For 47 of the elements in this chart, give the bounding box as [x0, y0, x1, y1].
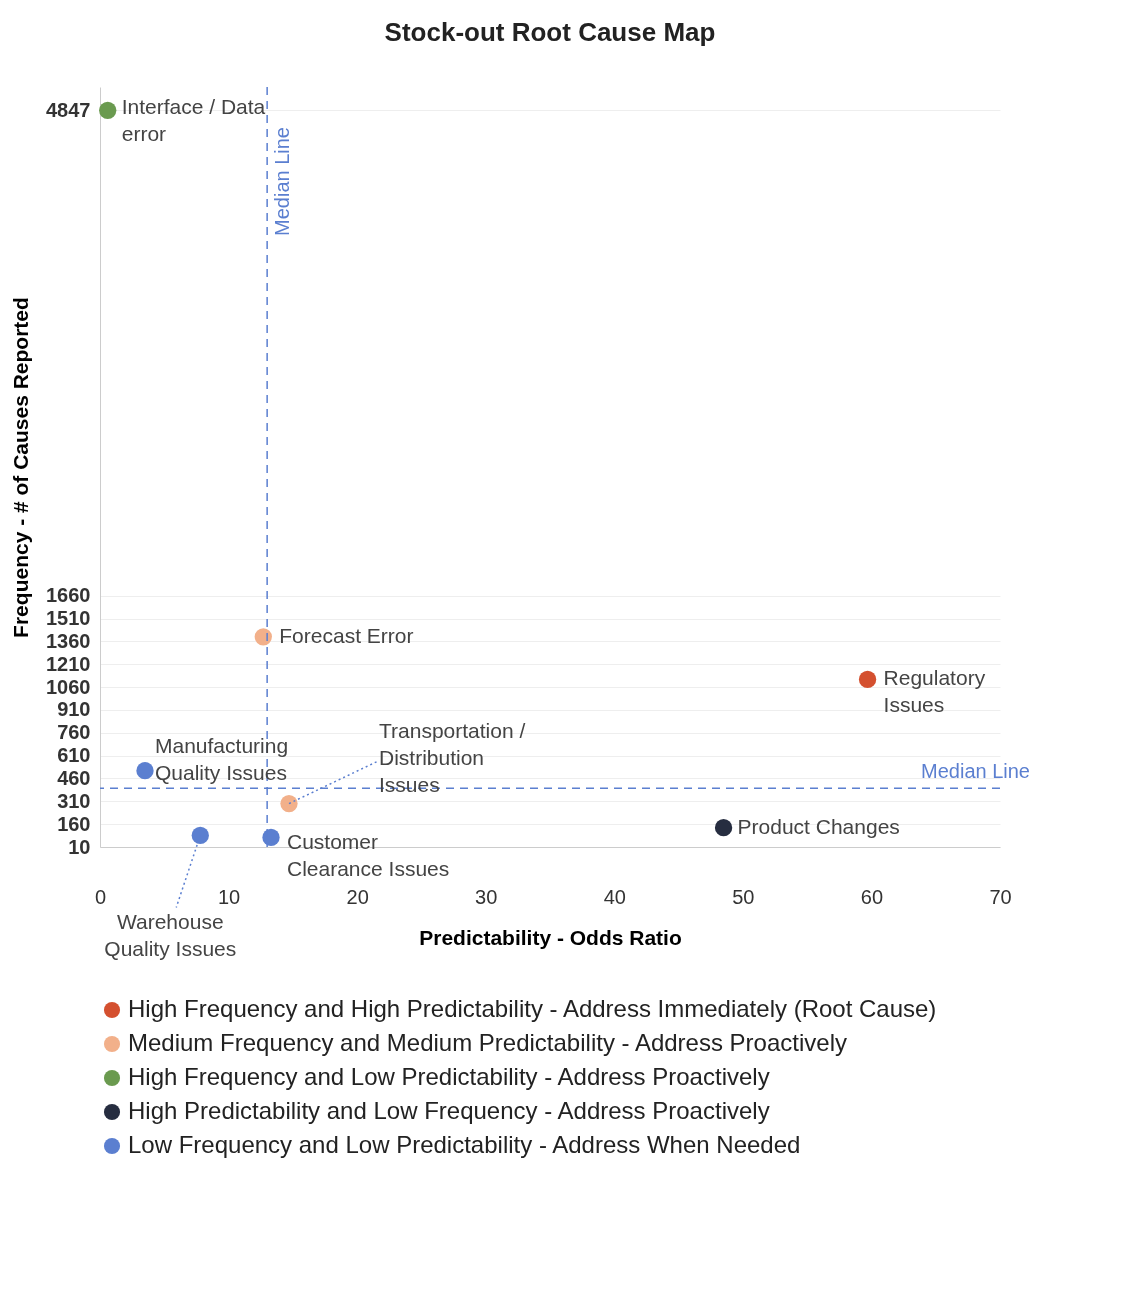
x-tick-label: 70 [989, 885, 1012, 908]
annotation: Customer Clearance Issues [287, 830, 450, 881]
point [191, 826, 209, 845]
y-tick-label: 4847 [46, 98, 91, 121]
annotation: Product Changes [737, 814, 900, 838]
x-tick-label: 50 [732, 885, 755, 908]
annotation: Transportation / Distribution Issues [379, 718, 526, 796]
y-tick-label: 460 [57, 766, 91, 789]
annotation: Regulatory Issues [883, 666, 986, 717]
y-tick-label: 610 [57, 744, 91, 767]
legend-label: High Frequency and High Predictability - Address Immediately (Root Cause) [128, 995, 937, 1022]
ref-line-label: Median Line [921, 760, 1030, 783]
legend-label: Low Frequency and Low Predictability - Address When Needed [128, 1131, 801, 1158]
y-tick-label: 310 [57, 789, 91, 812]
y-tick-label: 760 [57, 721, 91, 744]
annotation: Warehouse Quality Issues [104, 910, 237, 961]
point [262, 828, 280, 847]
y-tick-label: 1510 [46, 607, 91, 630]
point [254, 628, 272, 646]
x-tick-label: 20 [346, 885, 369, 908]
x-tick-label: 0 [94, 885, 107, 908]
annotation: Interface / Data error [121, 95, 266, 146]
y-axis-title: Frequency - # of Causes Reported [9, 297, 33, 638]
annotation: Forecast Error [279, 623, 414, 647]
point [99, 101, 117, 119]
chart-title: Stock-out Root Cause Map [384, 17, 716, 48]
legend-label: High Predictability and Low Frequency - Address Proactively [128, 1097, 770, 1124]
y-tick-label: 910 [57, 698, 91, 721]
y-tick-label: 1360 [46, 629, 91, 652]
legend-label: Medium Frequency and Medium Predictability - Address Proactively [128, 1029, 847, 1056]
y-tick-label: 1660 [46, 584, 91, 607]
x-tick-label: 60 [860, 885, 884, 908]
y-tick-label: 160 [57, 812, 91, 835]
y-tick-label: 10 [68, 835, 91, 858]
x-axis-title: Predictability - Odds Ratio [419, 925, 682, 949]
x-tick-label: 10 [217, 885, 241, 908]
x-tick-label: 40 [603, 885, 626, 908]
point [714, 819, 733, 837]
annotation: Manufacturing Quality Issues [155, 733, 289, 784]
y-tick-label: 1060 [46, 675, 91, 698]
x-tick-label: 30 [475, 885, 498, 908]
point [280, 794, 298, 813]
point [858, 670, 877, 689]
point [136, 762, 154, 780]
ref-line-label: Median Line [271, 127, 294, 236]
legend-label: High Frequency and Low Predictability - Address Proactively [128, 1063, 770, 1090]
y-tick-label: 1210 [46, 652, 91, 675]
